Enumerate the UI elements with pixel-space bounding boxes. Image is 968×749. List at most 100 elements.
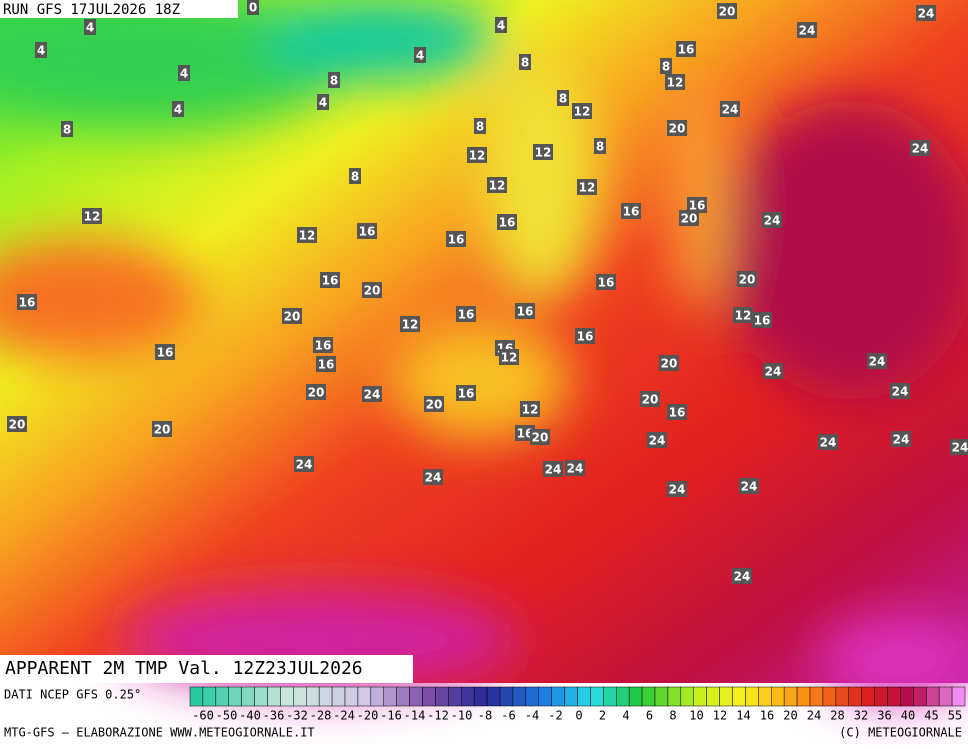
label-box [328, 72, 340, 88]
contour-label: 12 [501, 351, 518, 365]
label-box [575, 328, 595, 344]
contour-label: 8 [662, 60, 670, 74]
label-box [35, 42, 47, 58]
contour-label: 20 [661, 357, 678, 371]
label-box [424, 396, 444, 412]
contour-label: 16 [678, 43, 695, 57]
contour-label: 20 [9, 418, 26, 432]
label-box [679, 210, 699, 226]
label-box [7, 416, 27, 432]
colorbar-box [926, 686, 940, 707]
label-box [665, 74, 685, 90]
contour-label: 12 [574, 105, 591, 119]
label-box [732, 568, 752, 584]
colorbar-label: -50 [216, 709, 238, 723]
contour-label: 4 [174, 103, 182, 117]
colorbar-box [525, 686, 539, 707]
contour-label: 16 [517, 305, 534, 319]
label-box [362, 282, 382, 298]
colorbar-label: -6 [501, 709, 515, 723]
colorbar-label: 16 [760, 709, 774, 723]
label-box [495, 17, 507, 33]
colorbar-box [887, 686, 901, 707]
contour-label: 20 [284, 310, 301, 324]
contour-label: 20 [532, 431, 549, 445]
label-box [762, 212, 782, 228]
colorbar-box [564, 686, 578, 707]
colorbar-box [396, 686, 410, 707]
contour-label: 12 [667, 76, 684, 90]
colorbar-box [499, 686, 514, 707]
label-box [867, 353, 887, 369]
label-box [456, 306, 476, 322]
contour-label: 0 [249, 1, 257, 15]
contour-label: 8 [63, 123, 71, 137]
colorbar-box [719, 686, 733, 707]
contour-label: 16 [322, 274, 339, 288]
contour-label: 4 [86, 21, 94, 35]
colorbar-box [409, 686, 423, 707]
colorbar-label: -20 [357, 709, 379, 723]
colorbar-label: -10 [451, 709, 473, 723]
contour-label: 16 [315, 339, 332, 353]
colorbar-box [551, 686, 565, 707]
label-box [456, 385, 476, 401]
contour-label: 8 [596, 140, 604, 154]
label-box [687, 197, 707, 213]
colorbar-box [448, 686, 462, 707]
contour-label: 24 [765, 365, 782, 379]
contour-label: 24 [869, 355, 886, 369]
label-box [446, 231, 466, 247]
label-box [294, 456, 314, 472]
contour-label: 12 [299, 229, 316, 243]
colorbar-box [654, 686, 669, 707]
colorbar-box [538, 686, 552, 707]
colorbar-label: 24 [807, 709, 821, 723]
label-box [557, 90, 569, 106]
run-box [0, 0, 238, 18]
contour-label: 24 [912, 142, 929, 156]
label-box [400, 316, 420, 332]
contour-label: 24 [364, 388, 381, 402]
contour-label: 24 [722, 103, 739, 117]
contour-label: 16 [318, 358, 335, 372]
colorbar-label: 20 [783, 709, 797, 723]
label-box [515, 303, 535, 319]
label-box [297, 227, 317, 243]
colorbar-box [241, 686, 255, 707]
colorbar-box [603, 686, 617, 707]
colorbar-label: -28 [310, 709, 332, 723]
label-box [676, 41, 696, 57]
label-box [414, 47, 426, 63]
colorbar-label: 10 [689, 709, 703, 723]
label-box [572, 103, 592, 119]
contour-label: 4 [497, 19, 505, 33]
colorbar-box [486, 686, 501, 707]
contour-label: 20 [719, 5, 736, 19]
colorbar-label: 14 [736, 709, 750, 723]
label-box [282, 308, 302, 324]
contour-label: 16 [157, 346, 174, 360]
label-box [306, 384, 326, 400]
label-box [313, 337, 333, 353]
label-box [752, 312, 772, 328]
colorbar-box [809, 686, 824, 707]
colorbar-label: -32 [286, 709, 308, 723]
contour-label: 12 [522, 403, 539, 417]
contour-label: 20 [154, 423, 171, 437]
contour-label: 16 [577, 330, 594, 344]
colorbar-box [254, 686, 268, 707]
contour-label: 24 [892, 385, 909, 399]
title-box [0, 655, 413, 683]
colorbar-box [590, 686, 604, 707]
colorbar-box [706, 686, 720, 707]
label-box [818, 434, 838, 450]
label-box [720, 101, 740, 117]
contour-label: 8 [476, 120, 484, 134]
label-box [349, 168, 361, 184]
label-box [519, 54, 531, 70]
colorbar-label: 45 [924, 709, 938, 723]
colorbar-box [577, 686, 591, 707]
colorbar-box [693, 686, 707, 707]
